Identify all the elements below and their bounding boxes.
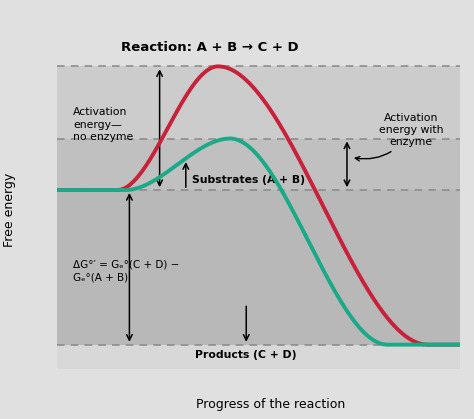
Bar	[57, 190, 460, 345]
Bar	[57, 345, 460, 369]
Text: Progress of the reaction: Progress of the reaction	[196, 398, 345, 411]
Bar	[57, 139, 460, 190]
Text: Products (C + D): Products (C + D)	[195, 350, 297, 360]
Text: ΔG°′ = Gₑ°(C + D) −
Gₑ°(A + B): ΔG°′ = Gₑ°(C + D) − Gₑ°(A + B)	[73, 259, 179, 282]
Text: Activation
energy with
enzyme: Activation energy with enzyme	[356, 113, 444, 161]
Text: Substrates (A + B): Substrates (A + B)	[192, 175, 305, 185]
Bar	[57, 66, 460, 139]
Text: Activation
energy—
no enzyme: Activation energy— no enzyme	[73, 107, 133, 142]
Text: Free energy: Free energy	[3, 172, 16, 247]
Bar	[57, 25, 460, 66]
Text: Reaction: A + B → C + D: Reaction: A + B → C + D	[121, 41, 299, 54]
